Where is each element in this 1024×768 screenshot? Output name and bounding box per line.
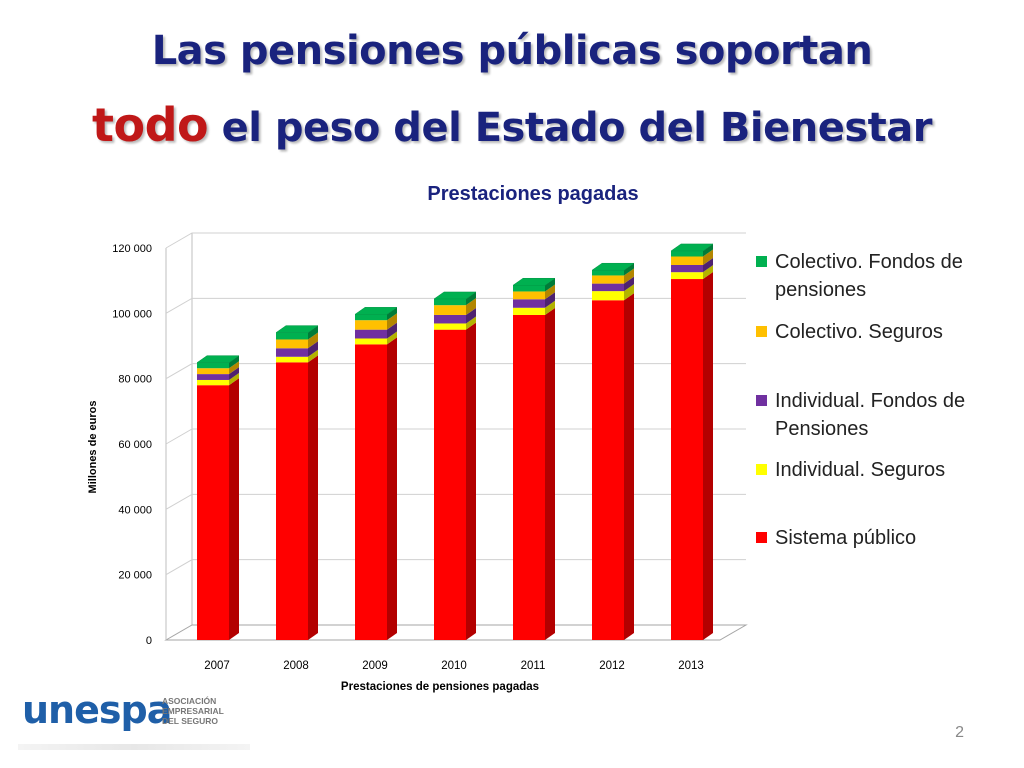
- gridline: [165, 493, 746, 510]
- x-tick-label: 2007: [204, 660, 230, 672]
- logo-subtitle: ASOCIACIÓN EMPRESARIAL DEL SEGURO: [162, 696, 282, 726]
- legend-item: Colectivo. Fondos de pensiones: [756, 248, 996, 304]
- y-tick-label: 80 000: [118, 374, 152, 386]
- x-tick-label: 2008: [283, 660, 309, 672]
- legend-label: Sistema público: [775, 527, 917, 549]
- legend-item: Sistema público: [756, 524, 996, 552]
- bar-segment-2: [671, 265, 713, 280]
- bar-segment-5: [354, 307, 398, 321]
- slide-title-line2: todo el peso del Estado del Bienestar: [0, 98, 1024, 152]
- bar-segment-3: [197, 367, 239, 380]
- bar-segment-3: [592, 276, 634, 292]
- x-tick-label: 2009: [362, 660, 388, 672]
- x-axis-label: Prestaciones de pensiones pagadas: [341, 681, 539, 693]
- bar-segment-1: [671, 272, 713, 640]
- bar-segment-1: [197, 378, 239, 640]
- y-tick-label: 100 000: [112, 308, 152, 320]
- x-tick-labels: 2007 2008 2009 2010 2011 2012 2013: [204, 660, 704, 672]
- bar-segment-4: [592, 268, 634, 284]
- legend-label: Colectivo. Fondos de pensiones: [775, 251, 963, 301]
- bar-segment-1: [355, 337, 397, 640]
- y-tick-labels: 0 20 000 40 000 60 000 80 000 100 000 120 000: [112, 243, 152, 647]
- legend-label: Individual. Seguros: [775, 459, 946, 481]
- x-tick-label: 2010: [441, 660, 467, 672]
- legend-item: Individual. Seguros: [756, 456, 996, 484]
- page-number: 2: [955, 724, 964, 741]
- gridline: [165, 363, 746, 380]
- y-tick-label: 0: [146, 635, 152, 647]
- bar-segment-4: [355, 313, 397, 330]
- bar-segment-1: [434, 322, 476, 640]
- gridline: [165, 232, 746, 249]
- bar-segment-5: [512, 277, 556, 292]
- bar-segment-4: [671, 249, 713, 265]
- legend-swatch: [756, 464, 767, 475]
- bar-segment-2: [355, 331, 397, 345]
- x-tick-label: 2011: [521, 660, 546, 672]
- legend-label: Colectivo. Seguros: [775, 321, 943, 343]
- y-tick-label: 120 000: [112, 243, 152, 255]
- bars: [196, 243, 714, 640]
- legend-label: Individual. Fondos de Pensiones: [775, 390, 966, 440]
- x-tick-label: 2013: [678, 660, 704, 672]
- y-axis-label: Millones de euros: [87, 401, 99, 494]
- legend-item: Colectivo. Seguros: [756, 318, 996, 346]
- gridlines: [165, 232, 746, 576]
- bar-segment-3: [355, 322, 397, 339]
- bar-segment-3: [276, 341, 318, 357]
- bar-segment-5: [591, 262, 635, 276]
- logo-sub-line: DEL SEGURO: [162, 716, 219, 726]
- bar-segment-4: [434, 298, 476, 315]
- logo-sub-line: ASOCIACIÓN: [162, 696, 217, 706]
- x-tick-label: 2012: [599, 660, 625, 672]
- bar-segment-5: [275, 325, 319, 340]
- y-tick-label: 20 000: [118, 570, 152, 582]
- bar-segment-1: [276, 355, 318, 640]
- bar-segment-3: [434, 307, 476, 324]
- legend-swatch: [756, 395, 767, 406]
- bar-segment-1: [513, 307, 555, 640]
- bar-segment-2: [276, 349, 318, 363]
- bar-segment-2: [197, 372, 239, 386]
- logo-word: unespa: [22, 688, 172, 732]
- bar-segment-1: [592, 293, 634, 640]
- y-tick-label: 40 000: [118, 504, 152, 516]
- gridline: [165, 297, 746, 314]
- bar-segment-2: [513, 300, 555, 315]
- bar-segment-4: [276, 332, 318, 349]
- bar-segment-3: [513, 292, 555, 308]
- slide-title-rest: el peso del Estado del Bienestar: [208, 105, 933, 151]
- gridline: [165, 559, 746, 576]
- legend-item: Individual. Fondos de Pensiones: [756, 387, 996, 443]
- bar-segment-4: [197, 361, 239, 375]
- footer-divider: [18, 744, 250, 750]
- bar-segment-5: [196, 355, 240, 369]
- bar-segment-4: [513, 284, 555, 300]
- chart-title: Prestaciones pagadas: [427, 183, 638, 205]
- y-tick-label: 60 000: [118, 439, 152, 451]
- logo-sub-line: EMPRESARIAL: [162, 706, 224, 716]
- slide-title-line1: Las pensiones públicas soportan: [151, 28, 873, 74]
- bar-segment-2: [592, 284, 634, 301]
- bar-segment-5: [670, 243, 714, 257]
- bar-segment-2: [434, 316, 476, 330]
- legend-swatch: [756, 256, 767, 267]
- bar-segment-3: [671, 257, 713, 273]
- gridline: [165, 428, 746, 445]
- bar-segment-5: [433, 291, 477, 306]
- slide-title-highlight: todo: [92, 98, 209, 152]
- legend-swatch: [756, 532, 767, 543]
- legend-swatch: [756, 326, 767, 337]
